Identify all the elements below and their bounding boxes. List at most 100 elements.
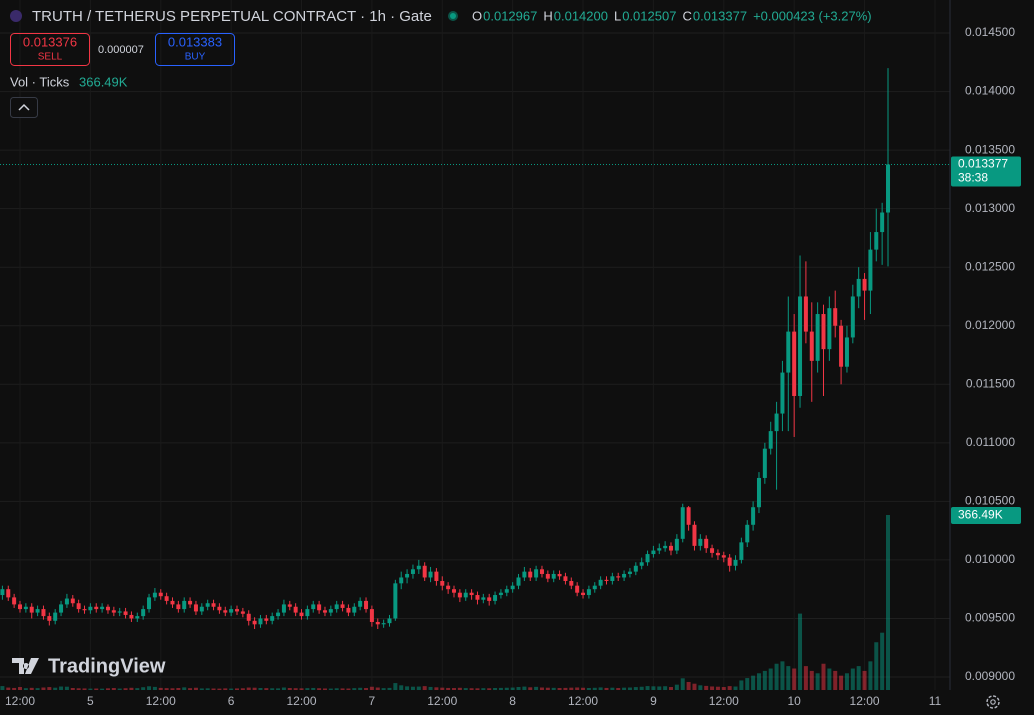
x-tick-label: 12:00 xyxy=(709,694,739,708)
candle-body xyxy=(158,592,163,597)
candle-body xyxy=(6,589,11,598)
volume-bar xyxy=(281,687,286,690)
candle-body xyxy=(833,308,838,326)
ohlc-key: L xyxy=(614,8,621,23)
price-change: +0.000423 (+3.27%) xyxy=(753,8,872,23)
y-tick-label: 0.013500 xyxy=(965,142,1015,156)
volume-bar xyxy=(287,688,292,690)
volume-bar xyxy=(592,687,597,690)
volume-bar xyxy=(29,687,34,690)
candle-body xyxy=(604,579,609,581)
candle-body xyxy=(393,583,398,619)
volume-bar xyxy=(487,688,492,690)
volume-bar xyxy=(575,687,580,690)
volume-bar xyxy=(47,687,52,690)
volume-bar xyxy=(70,687,75,690)
candle-body xyxy=(217,606,222,611)
volume-bar xyxy=(809,670,814,690)
volume-bar xyxy=(756,673,761,690)
buy-button[interactable] xyxy=(155,33,235,66)
volume-bar xyxy=(334,688,339,690)
volume-bar xyxy=(493,687,498,690)
ohlc-key: H xyxy=(543,8,552,23)
candle-body xyxy=(123,611,128,615)
x-tick-label: 11 xyxy=(929,694,942,708)
volume-bar xyxy=(528,687,533,690)
watermark-logo xyxy=(12,658,39,674)
candle-body xyxy=(70,598,75,604)
volume-bar xyxy=(270,688,275,690)
candle-body xyxy=(352,606,357,613)
candle-body xyxy=(704,538,709,549)
volume-bar xyxy=(135,688,140,690)
volume-bar xyxy=(387,687,392,690)
volume-bar xyxy=(141,687,146,690)
volume-bar xyxy=(100,688,105,690)
volume-bar xyxy=(463,688,468,690)
candle-body xyxy=(557,573,562,577)
volume-bar xyxy=(317,688,322,690)
candle-body xyxy=(545,573,550,579)
volume-bar xyxy=(686,681,691,690)
last-price-label: 0.013377 xyxy=(958,157,1008,171)
candle-body xyxy=(463,592,468,598)
volume-bar xyxy=(452,688,457,690)
candle-body xyxy=(850,296,855,338)
collapse-icon xyxy=(18,103,30,111)
candle-body xyxy=(487,597,492,601)
volume-bar xyxy=(82,688,87,690)
volume-bar xyxy=(674,684,679,690)
candle-body xyxy=(82,609,87,611)
sell-button[interactable] xyxy=(10,33,90,66)
volume-bar xyxy=(235,688,240,690)
candle-body xyxy=(839,325,844,367)
volume-bar xyxy=(844,673,849,690)
volume-layer xyxy=(0,515,891,690)
volume-bar xyxy=(539,687,544,690)
settings-icon[interactable] xyxy=(986,695,1000,709)
volume-bar xyxy=(827,668,832,690)
candle-body xyxy=(358,600,363,607)
grid xyxy=(0,0,950,690)
volume-bar xyxy=(328,688,333,690)
volume-bar xyxy=(440,687,445,690)
volume-bar xyxy=(610,687,615,690)
volume-bar xyxy=(669,687,674,690)
candle-body xyxy=(686,507,691,525)
volume-bar xyxy=(35,688,40,690)
volume-bar xyxy=(299,688,304,690)
candle-body xyxy=(235,609,240,612)
volume-bar xyxy=(252,687,257,690)
y-tick-label: 0.009500 xyxy=(965,611,1015,625)
watermark: TradingView xyxy=(48,655,166,677)
candle-body xyxy=(0,589,5,596)
candle-body xyxy=(469,592,474,596)
candle-body xyxy=(76,603,81,610)
volume-bar xyxy=(446,687,451,690)
sell-price: 0.013376 xyxy=(23,34,77,49)
volume-bar xyxy=(798,613,803,690)
volume-bar xyxy=(322,688,327,690)
chart-title[interactable]: TRUTH / TETHERUS PERPETUAL CONTRACT · 1h… xyxy=(32,8,432,25)
volume-bar xyxy=(721,687,726,690)
candle-body xyxy=(199,606,204,612)
volume-bar xyxy=(563,687,568,690)
status-dot xyxy=(450,13,456,19)
x-tick-label: 8 xyxy=(509,694,516,708)
candle-body xyxy=(182,600,187,610)
volume-bar xyxy=(311,687,316,690)
candle-body xyxy=(774,413,779,432)
x-tick-label: 9 xyxy=(650,694,657,708)
x-tick-label: 12:00 xyxy=(5,694,35,708)
candle-body xyxy=(164,596,169,601)
volume-bar xyxy=(498,687,503,690)
volume-bar xyxy=(581,687,586,690)
candle-body xyxy=(880,212,885,233)
x-tick-label: 12:00 xyxy=(568,694,598,708)
volume-bar xyxy=(193,687,198,690)
candle-body xyxy=(481,597,486,600)
volume-bar xyxy=(340,688,345,690)
candle-body xyxy=(252,620,257,625)
collapse-button[interactable] xyxy=(10,97,38,118)
